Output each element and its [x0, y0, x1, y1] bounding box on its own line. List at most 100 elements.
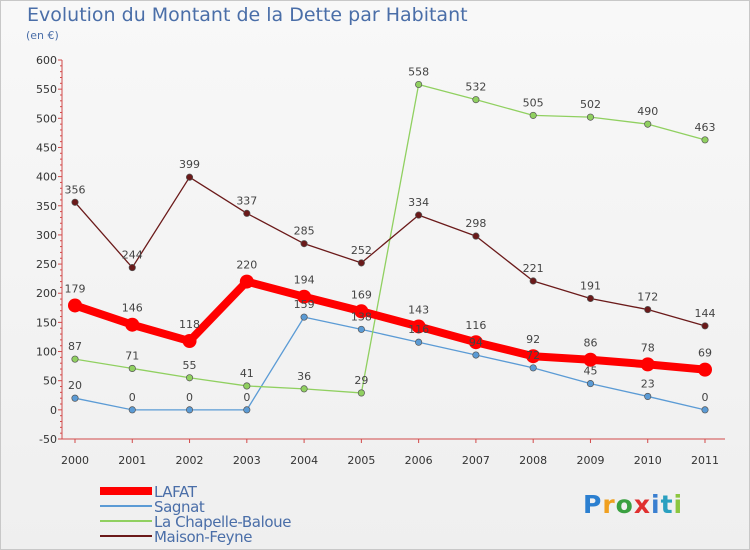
data-label-sagnat: 0	[702, 391, 709, 404]
logo-letter: i	[651, 490, 661, 519]
y-tick-label: 550	[36, 83, 57, 96]
data-label-sagnat: 138	[351, 310, 372, 323]
data-point-lafat	[526, 349, 541, 364]
legend-item-maison-feyne: Maison-Feyne	[100, 528, 340, 546]
data-point-maison-feyne	[243, 209, 251, 217]
data-point-sagnat	[701, 406, 709, 414]
data-label-la-chapelle-baloue: 558	[408, 65, 429, 78]
data-label-la-chapelle-baloue: 29	[354, 374, 368, 387]
data-point-la-chapelle-baloue	[128, 364, 136, 372]
data-point-sagnat	[357, 325, 365, 333]
data-label-lafat: 169	[351, 288, 372, 301]
data-point-lafat	[297, 289, 312, 304]
data-label-la-chapelle-baloue: 41	[240, 367, 254, 380]
y-tick-label: 0	[50, 404, 57, 417]
data-point-sagnat	[185, 406, 194, 414]
legend-label-maison-feyne: Maison-Feyne	[154, 528, 253, 546]
data-label-maison-feyne: 144	[695, 307, 716, 320]
data-label-lafat: 143	[408, 303, 429, 316]
series-line-sagnat	[74, 316, 706, 411]
data-point-la-chapelle-baloue	[701, 136, 709, 144]
legend-swatch-maison-feyne	[100, 535, 152, 537]
data-label-sagnat: 94	[469, 336, 483, 349]
data-point-maison-feyne	[357, 259, 365, 267]
data-point-maison-feyne	[300, 240, 308, 248]
data-label-maison-feyne: 337	[236, 194, 257, 207]
data-point-lafat	[182, 334, 197, 349]
data-point-maison-feyne	[185, 173, 194, 181]
data-point-maison-feyne	[701, 322, 709, 330]
data-label-maison-feyne: 399	[179, 158, 200, 171]
data-label-maison-feyne: 334	[408, 196, 429, 209]
data-label-sagnat: 20	[68, 379, 82, 392]
data-point-la-chapelle-baloue	[644, 120, 652, 128]
x-tick-label: 2003	[233, 454, 261, 467]
x-tick-label: 2010	[634, 454, 662, 467]
data-label-lafat: 118	[179, 318, 200, 331]
data-point-sagnat	[415, 338, 423, 346]
logo-letter: P	[583, 490, 603, 519]
data-point-la-chapelle-baloue	[529, 111, 537, 119]
legend-label-la-chapelle-baloue: La Chapelle-Baloue	[154, 513, 292, 531]
data-point-maison-feyne	[71, 198, 79, 206]
data-label-lafat: 146	[122, 302, 143, 315]
data-label-lafat: 78	[641, 341, 655, 354]
logo-letter: i	[673, 490, 684, 519]
series-points	[68, 80, 712, 414]
data-label-sagnat: 72	[526, 349, 540, 362]
series-line-lafat	[71, 277, 709, 374]
data-point-maison-feyne	[128, 264, 136, 272]
data-label-sagnat: 45	[583, 365, 597, 378]
data-point-lafat	[698, 362, 712, 377]
data-label-lafat: 69	[698, 347, 712, 360]
data-point-lafat	[239, 274, 254, 289]
y-tick-label: 150	[36, 316, 57, 329]
data-label-sagnat: 23	[641, 377, 655, 390]
logo-letter: t	[660, 490, 674, 519]
legend-swatch-la-chapelle-baloue	[100, 520, 152, 522]
data-label-lafat: 116	[465, 319, 486, 332]
data-label-lafat: 92	[526, 333, 540, 346]
legend-label-lafat: LAFAT	[154, 483, 197, 501]
x-tick-label: 2011	[691, 454, 719, 467]
legend-item-sagnat: Sagnat	[100, 498, 340, 516]
data-label-maison-feyne: 172	[637, 291, 658, 304]
series-line-maison-feyne	[74, 176, 706, 327]
data-label-la-chapelle-baloue: 55	[183, 359, 197, 372]
legend: LAFAT Sagnat La Chapelle-Baloue Maison-Feyn…	[100, 483, 340, 546]
data-label-maison-feyne: 285	[294, 225, 315, 238]
data-point-la-chapelle-baloue	[472, 96, 480, 104]
data-point-la-chapelle-baloue	[586, 113, 595, 121]
data-point-maison-feyne	[472, 232, 480, 240]
x-tick-label: 2004	[290, 454, 318, 467]
data-point-lafat	[354, 304, 369, 319]
data-point-maison-feyne	[644, 306, 652, 314]
data-label-sagnat: 0	[129, 391, 136, 404]
data-point-sagnat	[243, 406, 251, 414]
y-tick-label: 400	[36, 171, 57, 184]
data-point-maison-feyne	[586, 294, 595, 303]
data-label-la-chapelle-baloue: 505	[523, 96, 544, 109]
data-label-lafat: 86	[583, 337, 597, 350]
y-tick-label: 250	[36, 258, 57, 271]
data-label-la-chapelle-baloue: 463	[695, 121, 716, 134]
data-point-la-chapelle-baloue	[415, 80, 423, 89]
data-point-sagnat	[71, 394, 79, 402]
data-label-sagnat: 0	[243, 391, 250, 404]
x-tick-label: 2001	[118, 454, 146, 467]
legend-item-la-chapelle-baloue: La Chapelle-Baloue	[100, 513, 340, 531]
data-point-la-chapelle-baloue	[71, 355, 79, 363]
data-label-sagnat: 116	[408, 323, 429, 336]
data-label-maison-feyne: 252	[351, 244, 372, 257]
data-label-maison-feyne: 244	[122, 249, 143, 262]
y-tick-label: 500	[36, 112, 57, 125]
data-point-la-chapelle-baloue	[357, 389, 365, 397]
data-point-maison-feyne	[415, 211, 423, 219]
data-label-lafat: 179	[65, 282, 86, 295]
data-label-la-chapelle-baloue: 532	[465, 81, 486, 94]
y-tick-label: 350	[36, 200, 57, 213]
x-tick-label: 2000	[61, 454, 89, 467]
y-tick-label: 200	[36, 287, 57, 300]
